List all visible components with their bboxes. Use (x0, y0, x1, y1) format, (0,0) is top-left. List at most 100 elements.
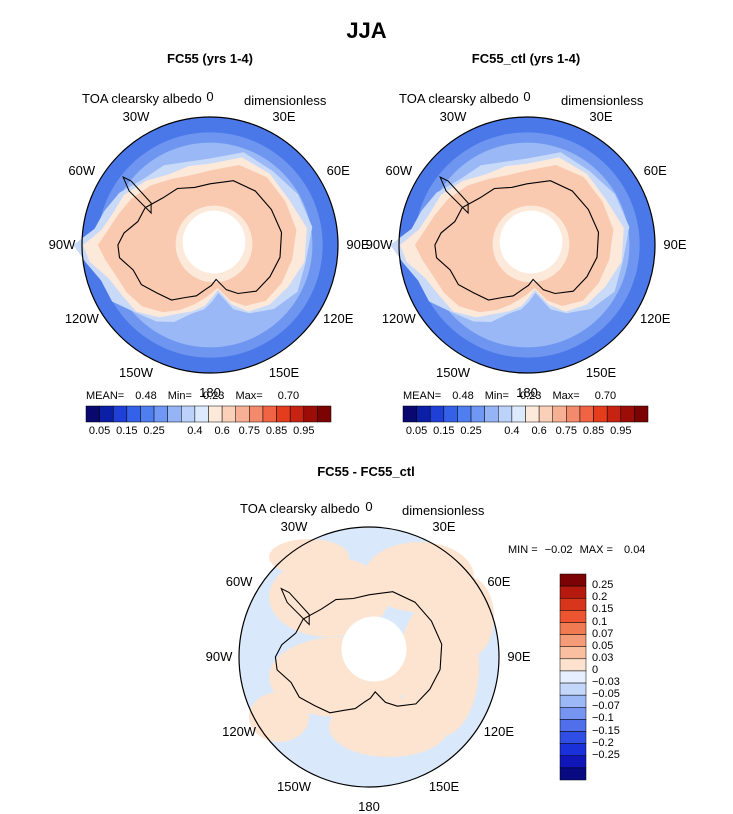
panel-1-lon-label: 60E (326, 163, 350, 178)
colorbar-swatch (559, 743, 587, 757)
panel-1-lon-label: 150W (119, 365, 153, 381)
panel-3-lon-label: 180 (358, 799, 380, 814)
panel-1-lon-label: 90W (48, 237, 76, 252)
colorbar-tick-label: 0.2 (592, 591, 608, 604)
colorbar-swatch (559, 719, 587, 732)
map-border (81, 116, 339, 374)
panel-1-lon-label: 180 (199, 385, 221, 400)
colorbar-tick-label: 0.6 (531, 425, 547, 437)
colorbar-swatch (634, 405, 649, 423)
panel-2-lon-label: 150W (436, 365, 470, 381)
antarctic-peninsula (280, 587, 310, 626)
colorbar-tick-label: 0.95 (293, 425, 315, 437)
antarctic-peninsula (122, 175, 152, 215)
panel-3-lon-label: 30E (432, 519, 456, 535)
main-title: JJA (346, 18, 387, 43)
panel-3-lon-label: 150W (277, 778, 311, 794)
min-label: MIN = (508, 544, 538, 556)
panel-2-stats: MEAN= 0.48 Min= 0.23 Max= 0.70 (403, 390, 616, 402)
panel-1-lon-label: 30W (122, 108, 150, 124)
colorbar-swatch (153, 405, 168, 423)
colorbar-swatch (208, 405, 223, 423)
colorbar-swatch (443, 405, 458, 423)
panel-2-lon-label: 30W (439, 108, 467, 124)
panel-3-units: dimensionless (402, 503, 485, 518)
colorbar-swatch (457, 405, 472, 423)
panel-1-lon-label: 120W (64, 311, 99, 326)
colorbar-swatch (566, 405, 581, 423)
panel-3-lon-label: 120E (483, 724, 515, 739)
colorbar-tick-label: 0.4 (187, 425, 203, 437)
panel-2-lon-label: 0 (523, 89, 531, 104)
panel-1-variable: TOA clearsky albedo (82, 91, 202, 106)
positive-anomaly-patch (269, 557, 389, 637)
colorbar-swatch (559, 694, 587, 708)
colorbar-swatch (416, 405, 431, 423)
panel-3-lon-label: 90W (205, 649, 233, 664)
colorbar-swatch (559, 707, 587, 720)
colorbar-swatch (559, 573, 587, 587)
colorbar-tick-label: 0.07 (592, 627, 614, 640)
colorbar-swatch (559, 658, 587, 672)
max-value: 0.04 (624, 544, 646, 556)
colorbar-swatch (559, 670, 587, 684)
colorbar-swatch (85, 405, 100, 423)
panel-2-colorbar (402, 405, 649, 423)
colorbar-tick-label: 0.25 (143, 425, 165, 437)
max-value: 0.70 (594, 390, 617, 402)
colorbar-swatch (249, 405, 264, 423)
min-label: Min= (167, 390, 192, 402)
max-label: Max= (552, 390, 580, 402)
colorbar-swatch (559, 622, 587, 635)
colorbar-swatch (221, 405, 236, 423)
map-shading (238, 526, 500, 788)
colorbar-swatch (538, 405, 553, 423)
panel-3-stats: MIN = −0.02 MAX = 0.04 (508, 544, 645, 556)
mean-label: MEAN= (403, 390, 442, 402)
panel-2-lon-label: 180 (516, 385, 538, 400)
colorbar-swatch (498, 405, 513, 423)
colorbar-swatch (511, 405, 526, 423)
colorbar-tick-label: −0.07 (592, 700, 620, 713)
panel-1-lon-label: 60W (68, 163, 96, 178)
map-shading (73, 116, 339, 374)
colorbar-swatch (181, 405, 196, 423)
colorbar-tick-label: −0.05 (592, 688, 620, 701)
colorbar-swatch (303, 405, 318, 423)
colorbar-swatch (470, 405, 485, 423)
panel-2-lon-label: 60W (385, 163, 413, 178)
colorbar-swatch (262, 405, 277, 423)
min-value: −0.02 (544, 544, 573, 556)
mean-value: 0.48 (135, 390, 157, 402)
colorbar-tick-label: 0.15 (116, 425, 138, 437)
panel-3-lon-label: 120W (222, 724, 257, 739)
colorbar-tick-label: −0.1 (592, 712, 614, 725)
panel-2-lon-label: 90E (663, 237, 687, 252)
panel-3-colorbar (559, 573, 587, 781)
colorbar-swatch (429, 405, 445, 423)
positive-anomaly-patch (249, 692, 309, 742)
panel-1-lon-label: 0 (206, 89, 214, 104)
colorbar-tick-label: 0.15 (592, 603, 614, 616)
panel-3-lon-label: 150E (428, 778, 460, 794)
panel-1-lon-label: 150E (268, 365, 300, 381)
colorbar-swatch (552, 405, 567, 423)
antarctic-peninsula (439, 175, 469, 215)
panel-2-lon-label: 90W (365, 237, 393, 252)
colorbar-tick-label: −0.25 (592, 748, 620, 761)
colorbar-tick-label: 0.1 (592, 615, 608, 628)
colorbar-swatch (402, 405, 417, 423)
mean-label: MEAN= (86, 390, 125, 402)
panel-1-colorbar (85, 405, 332, 423)
colorbar-tick-label: 0.85 (265, 425, 288, 437)
colorbar-swatch (525, 405, 540, 423)
colorbar-swatch (606, 405, 622, 423)
panel-2-variable: TOA clearsky albedo (399, 91, 519, 106)
pole-hole (182, 210, 246, 274)
max-label: Max= (235, 390, 263, 402)
map-border (238, 526, 500, 788)
panel-1-lon-label: 120E (323, 311, 354, 326)
pole-hole (341, 616, 407, 682)
